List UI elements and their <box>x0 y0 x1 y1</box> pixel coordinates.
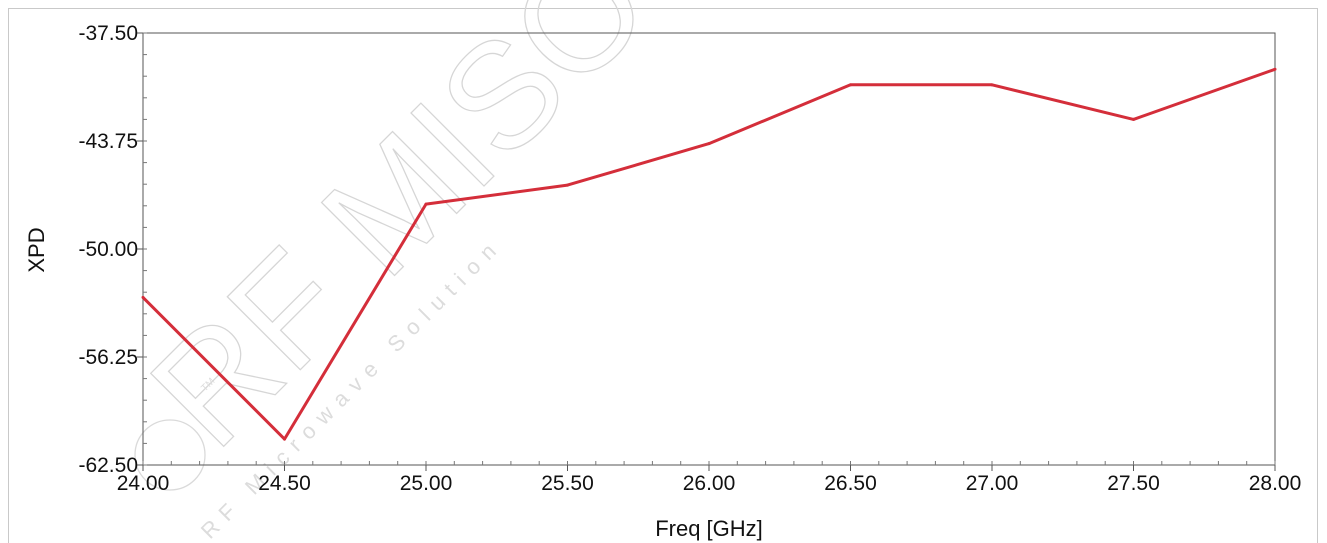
y-axis: -37.50 -43.75 -50.00 -56.25 -62.50 <box>78 22 143 477</box>
x-tick-label: 27.00 <box>966 472 1019 495</box>
y-axis-title: XPD <box>24 227 49 272</box>
x-tick-label: 26.50 <box>824 472 877 495</box>
data-point <box>707 142 711 146</box>
data-point <box>1273 67 1277 71</box>
x-tick-label: 25.00 <box>400 472 453 495</box>
x-tick-label: 26.00 <box>683 472 736 495</box>
minor-ticks <box>142 32 1276 466</box>
watermark-logo-text: RF MISO <box>119 0 680 478</box>
data-point <box>424 202 428 206</box>
y-tick-label: -62.50 <box>78 454 138 477</box>
x-axis: 24.00 24.50 25.00 25.50 26.00 26.50 27.00 27.50… <box>117 465 1302 495</box>
y-tick-label: -50.00 <box>78 238 138 261</box>
x-tick-label: 24.00 <box>117 472 170 495</box>
y-tick-label: -56.25 <box>78 346 138 369</box>
x-tick-label: 27.50 <box>1107 472 1160 495</box>
data-point <box>849 83 852 87</box>
watermark-logo-circle <box>134 419 206 491</box>
series-group <box>141 67 1277 441</box>
data-point <box>566 183 569 187</box>
data-point <box>141 295 145 299</box>
data-point <box>990 83 994 87</box>
chart-frame <box>8 8 1318 543</box>
x-tick-label: 25.50 <box>541 472 594 495</box>
data-point <box>1132 117 1135 121</box>
data-point <box>283 437 286 441</box>
x-tick-label: 24.50 <box>258 472 311 495</box>
x-tick-label: 28.00 <box>1249 472 1302 495</box>
y-tick-label: -43.75 <box>78 130 138 153</box>
x-axis-title: Freq [GHz] <box>655 516 763 541</box>
y-tick-label: -37.50 <box>78 22 138 45</box>
